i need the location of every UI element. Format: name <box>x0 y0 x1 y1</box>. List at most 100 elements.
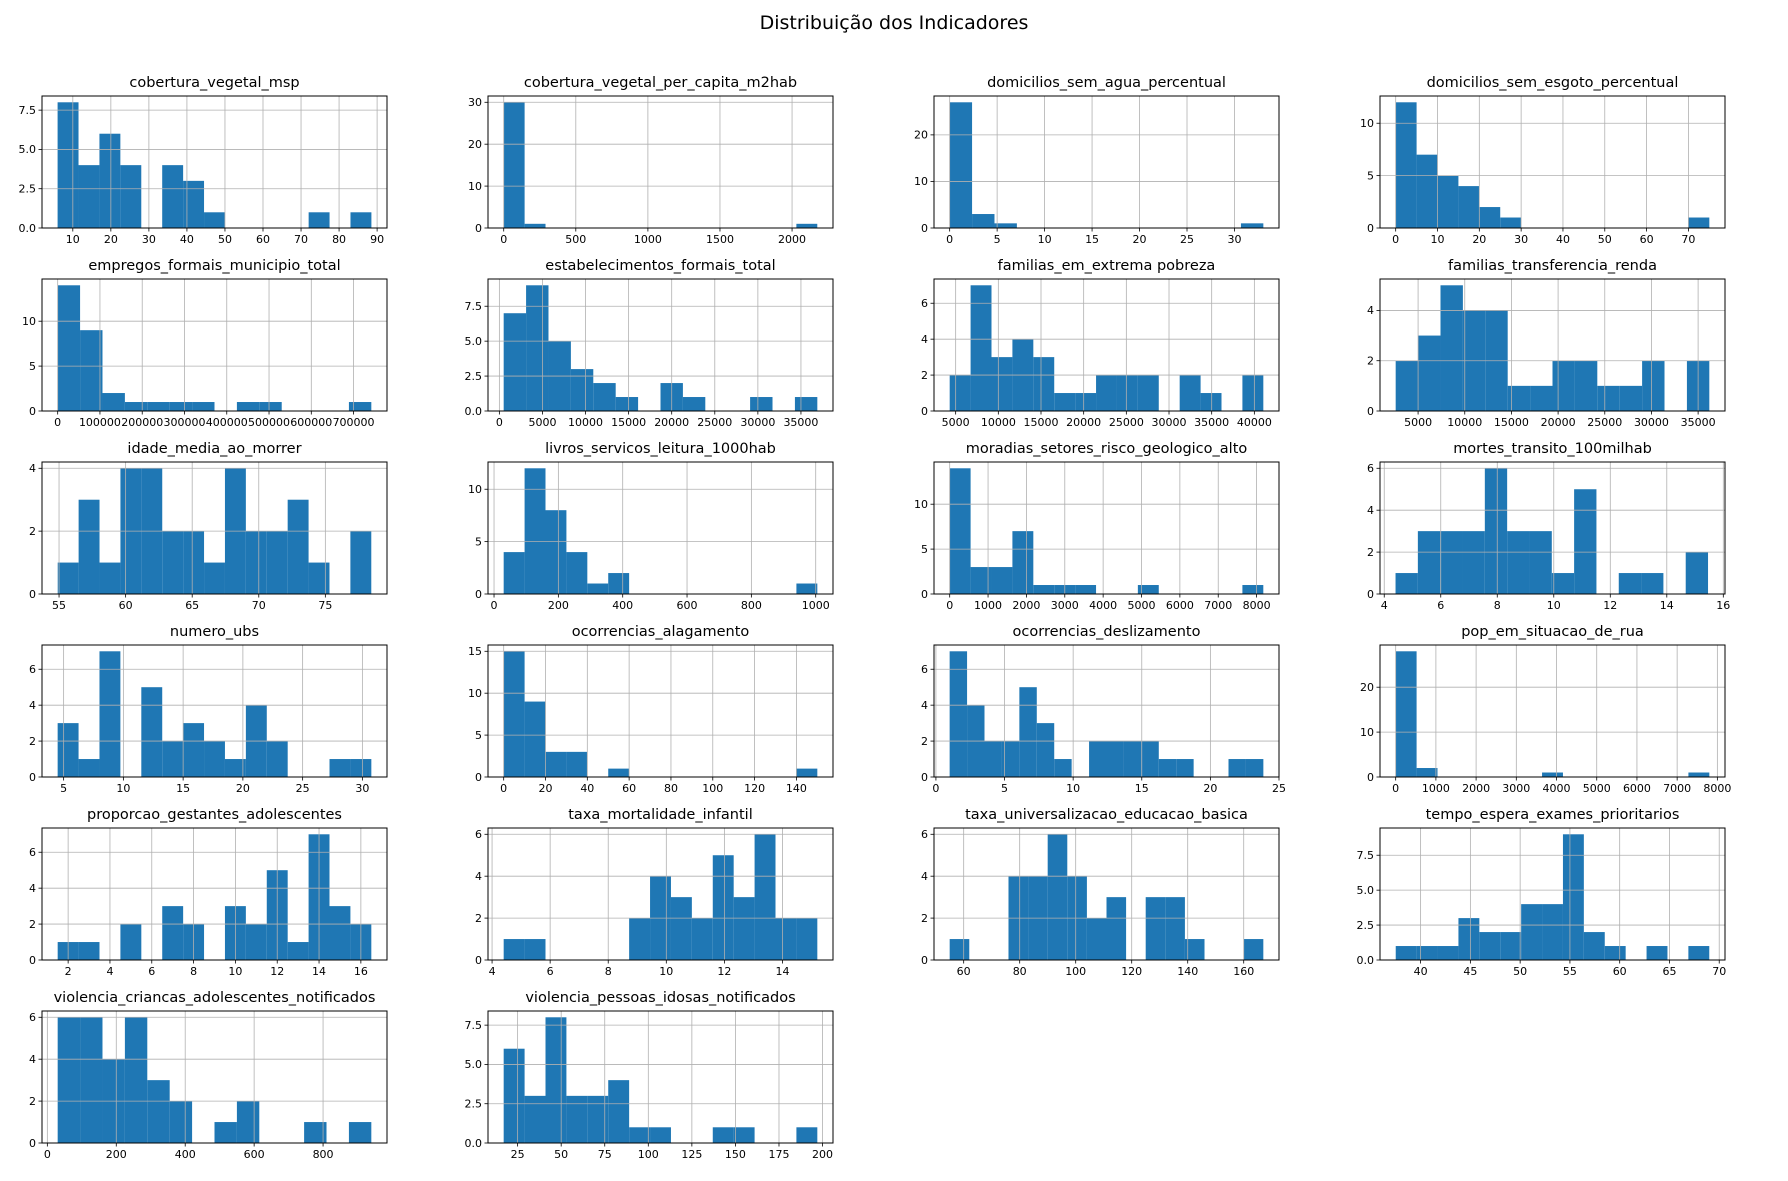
histogram-bar <box>1200 393 1222 411</box>
histogram-bar <box>78 499 100 594</box>
histogram-bar <box>78 165 100 228</box>
histogram-bar <box>1619 385 1643 411</box>
histogram-bar <box>1242 375 1264 411</box>
subplot-axes: 0 20 40 60 80 100 120 140 0 5 10 15 <box>468 644 834 795</box>
plot-border <box>41 95 388 229</box>
x-tick-label: 65 <box>1662 965 1676 978</box>
histogram-bar <box>1574 360 1598 411</box>
x-tick-label: 50 <box>218 233 232 246</box>
y-tick-label: 2.5 <box>19 183 37 196</box>
histogram-bar <box>1012 531 1034 594</box>
histogram-bar <box>1096 375 1117 411</box>
x-tick-label: 35000 <box>1194 416 1229 429</box>
subplot-mortes_transito_100milhab: mortes_transito_100milhab 4 6 8 10 12 14 16 0 2 4 6 <box>1340 438 1786 621</box>
histogram-bar <box>570 369 594 411</box>
x-tick-label: 55 <box>52 599 66 612</box>
x-tick-label: 150 <box>725 1148 746 1161</box>
histogram-bar <box>1688 946 1710 960</box>
y-tick-label: 2 <box>475 912 482 925</box>
y-tick-label: 10 <box>914 498 928 511</box>
x-tick-label: 5000 <box>1128 599 1156 612</box>
x-tick-label: 50 <box>1598 233 1612 246</box>
plot-border <box>41 461 388 595</box>
x-tick-label: 2 <box>65 965 72 978</box>
histogram-bar <box>949 102 973 228</box>
histogram-bar <box>503 313 527 411</box>
x-tick-label: 100 <box>1065 965 1086 978</box>
subplot-title: pop_em_situacao_de_rua <box>1461 624 1644 640</box>
y-tick-label: 5.0 <box>19 143 37 156</box>
histogram-bar <box>794 397 818 411</box>
x-tick-label: 30000 <box>740 416 775 429</box>
histogram-bar <box>1642 360 1665 411</box>
gridlines <box>934 279 1279 412</box>
subplot-title: cobertura_vegetal_msp <box>129 75 300 91</box>
y-tick-label: 6 <box>29 846 36 859</box>
x-tick-label: 75 <box>318 599 332 612</box>
histogram-bar <box>1075 585 1097 594</box>
y-tick-label: 0 <box>921 588 928 601</box>
x-tick-label: 100 <box>702 782 723 795</box>
x-tick-label: 200000 <box>121 416 163 429</box>
histogram-bar <box>78 942 100 960</box>
histogram-bar <box>1552 360 1575 411</box>
histogram-bar <box>970 567 992 594</box>
subplot-tempo_espera_exames_prioritarios: tempo_espera_exames_prioritarios 40 45 50 55… <box>1340 804 1786 987</box>
histogram-bar <box>141 687 163 777</box>
plot-border <box>933 278 1280 412</box>
x-tick-label: 100000 <box>79 416 121 429</box>
x-tick-label: 5 <box>1001 782 1008 795</box>
histogram-bar <box>183 531 205 594</box>
x-tick-label: 15 <box>176 782 190 795</box>
x-tick-label: 500000 <box>248 416 290 429</box>
subplot-livros_servicos_leitura_1000hab: livros_servicos_leitura_1000hab 0 200 400 60… <box>448 438 894 621</box>
x-tick-label: 1000 <box>1422 782 1450 795</box>
histogram-bar <box>1641 573 1664 594</box>
histogram-bar <box>162 741 184 777</box>
plot-border <box>41 827 388 961</box>
x-tick-label: 90 <box>370 233 384 246</box>
histogram-bar <box>1417 531 1441 594</box>
histogram-bar <box>350 759 372 777</box>
x-tick-label: 6000 <box>1623 782 1651 795</box>
x-tick-label: 50 <box>1513 965 1527 978</box>
y-tick-label: 0 <box>1367 588 1374 601</box>
histogram-bar <box>750 397 773 411</box>
x-tick-label: 20000 <box>1541 416 1576 429</box>
x-tick-label: 20 <box>1133 233 1147 246</box>
subplot-title: empregos_formais_municipio_total <box>88 258 341 274</box>
subplot-cobertura_vegetal_per_capita_m2hab: cobertura_vegetal_per_capita_m2hab 0 500 10… <box>448 72 894 255</box>
histogram-bar <box>1137 585 1159 594</box>
x-tick-label: 200 <box>548 599 569 612</box>
x-tick-label: 70 <box>252 599 266 612</box>
y-tick-label: 0 <box>921 222 928 235</box>
histogram-bar <box>545 510 567 594</box>
x-tick-label: 10 <box>1431 233 1445 246</box>
x-tick-label: 7000 <box>1663 782 1691 795</box>
x-tick-label: 15 <box>1135 782 1149 795</box>
x-tick-label: 1000 <box>974 599 1002 612</box>
histogram-bar <box>1047 834 1068 960</box>
histogram-bar <box>308 562 330 594</box>
x-tick-label: 0 <box>1392 782 1399 795</box>
subplot-violencia_pessoas_idosas_notificados: violencia_pessoas_idosas_notificados 25 50… <box>448 987 894 1170</box>
y-tick-label: 2 <box>29 735 36 748</box>
histogram-bar <box>1106 897 1127 960</box>
histogram-bar <box>629 918 651 960</box>
histogram-bar <box>608 768 630 777</box>
histogram-bar <box>1086 918 1107 960</box>
y-tick-label: 2.5 <box>465 370 483 383</box>
x-tick-label: 5 <box>60 782 67 795</box>
histogram-bar <box>245 531 267 594</box>
x-tick-label: 20 <box>104 233 118 246</box>
y-tick-label: 10 <box>1360 726 1374 739</box>
x-tick-label: 20 <box>236 782 250 795</box>
y-tick-label: 5.0 <box>465 335 483 348</box>
subplot-title: cobertura_vegetal_per_capita_m2hab <box>523 75 798 91</box>
x-tick-label: 5000 <box>942 416 970 429</box>
histogram-bars <box>1395 468 1709 594</box>
x-tick-label: 400000 <box>206 416 248 429</box>
histogram-bar <box>1542 904 1563 960</box>
histogram-bar <box>169 1101 193 1143</box>
x-tick-label: 40 <box>580 782 594 795</box>
